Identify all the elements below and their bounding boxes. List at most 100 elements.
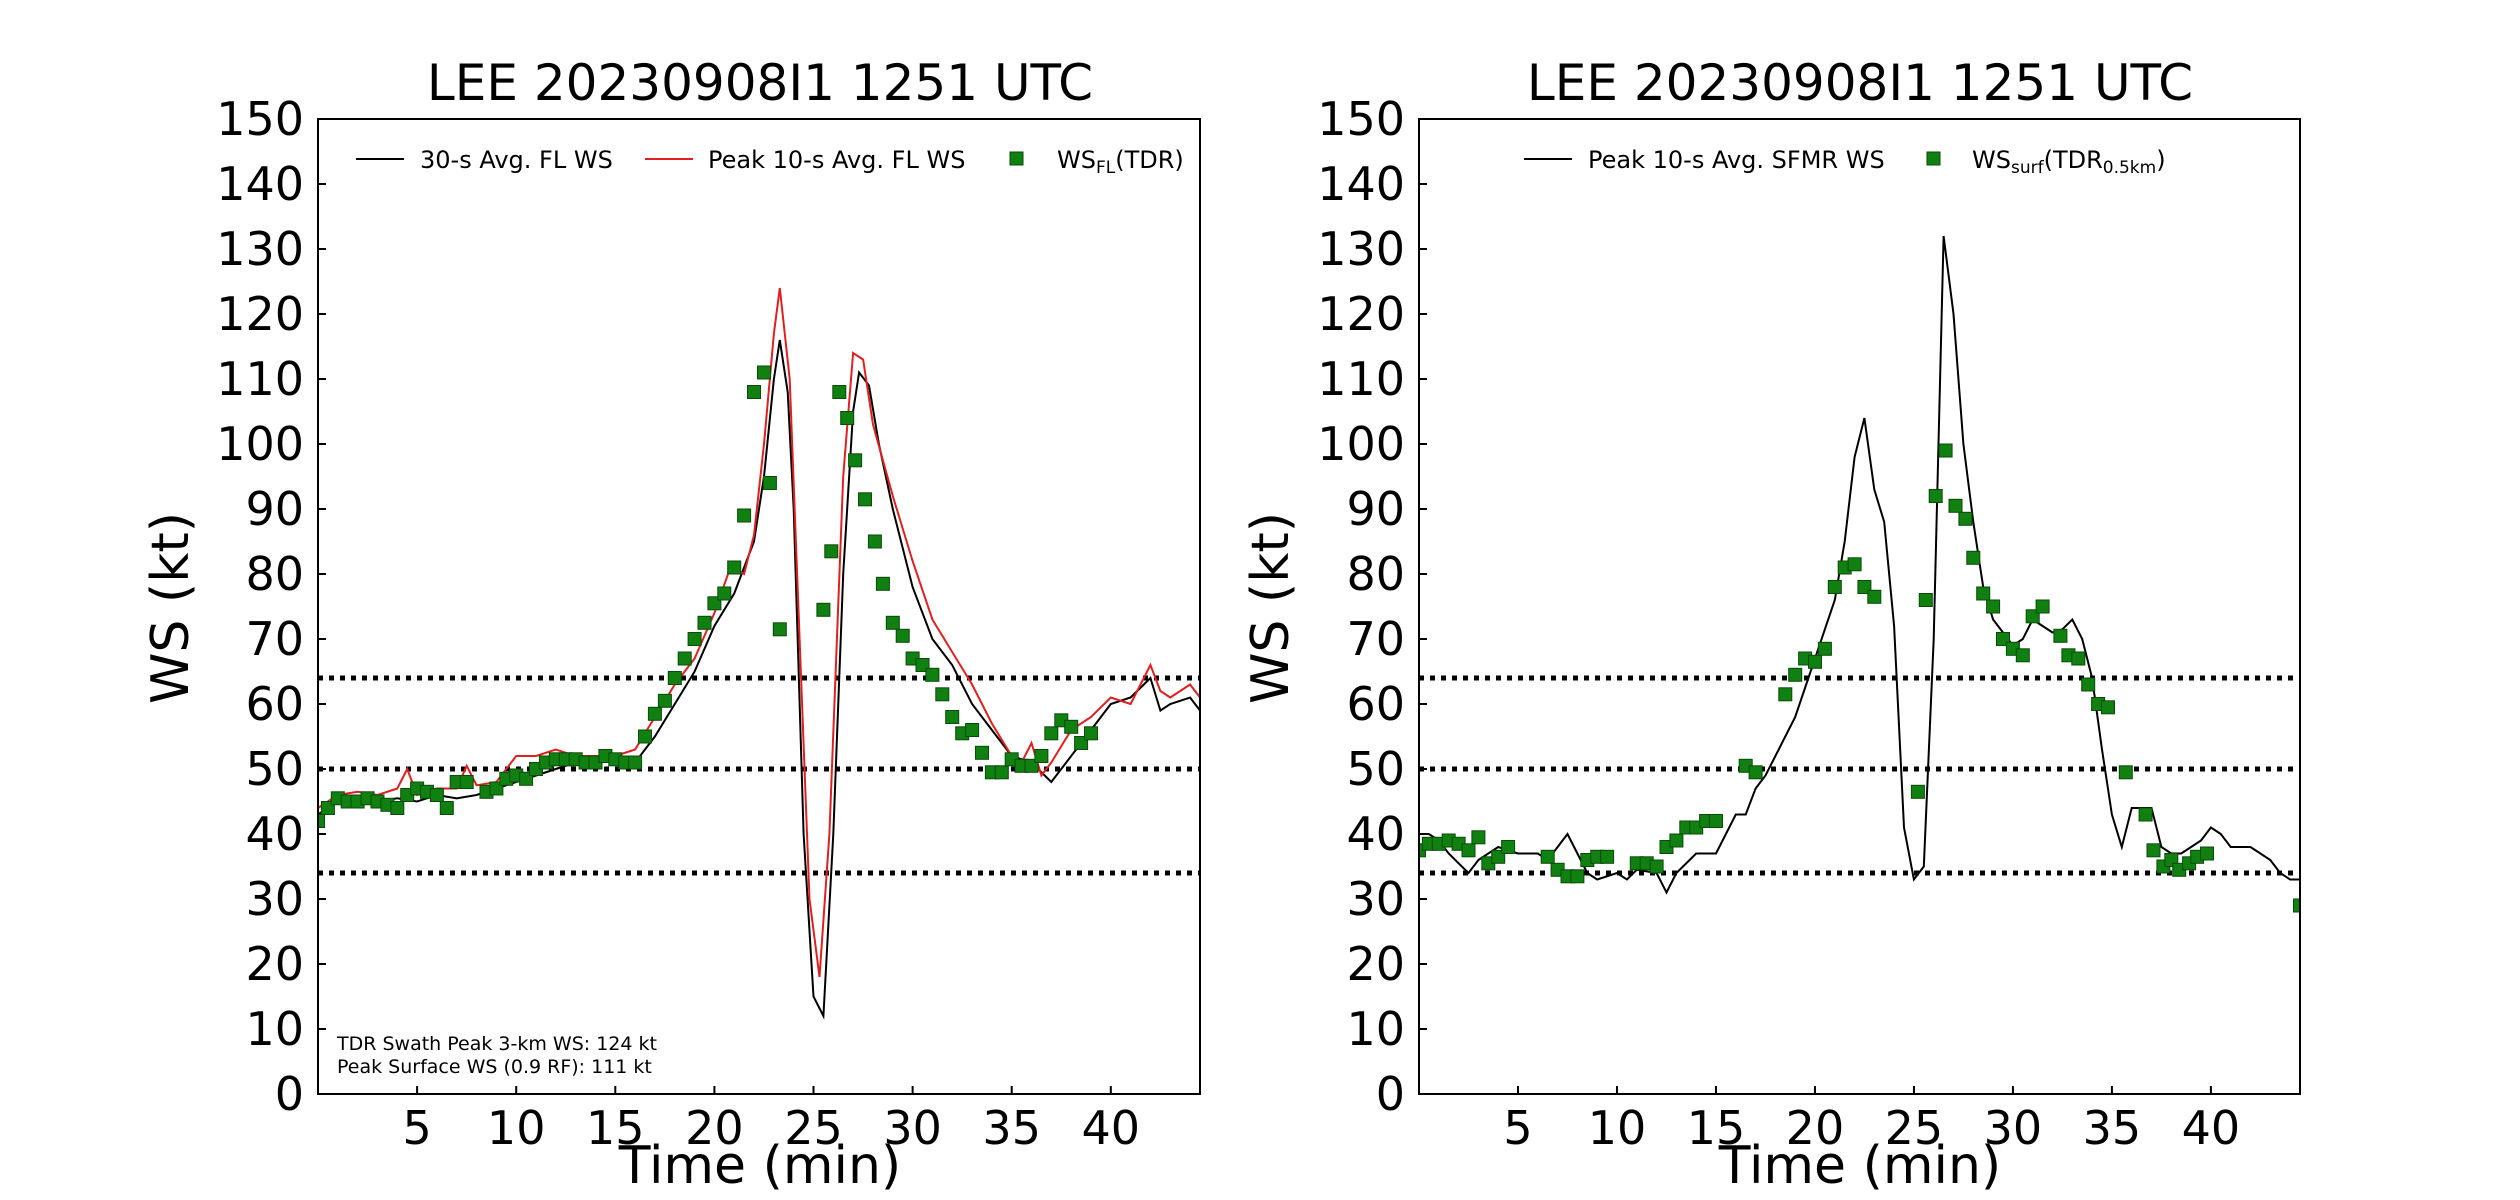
data-point-marker <box>1748 765 1763 780</box>
y-tick-label-70: 70 <box>245 612 304 666</box>
x-tick-label-5: 5 <box>402 1101 431 1155</box>
data-point-marker <box>2138 807 2153 822</box>
y-tick-label-150: 150 <box>216 92 304 146</box>
y-tick-label-150: 150 <box>1317 92 1405 146</box>
legend-label-ws-fl-tdr: WSFL(TDR) <box>1057 146 1184 178</box>
data-point-marker <box>816 602 831 617</box>
data-point-marker <box>895 628 910 643</box>
y-tick-label-140: 140 <box>216 157 304 211</box>
x-tick-label-15: 15 <box>1687 1101 1746 1155</box>
data-point-marker <box>657 693 672 708</box>
y-tick-label-100: 100 <box>216 417 304 471</box>
y-tick-label-30: 30 <box>1346 872 1405 926</box>
legend-label-ws-surf-tdr: WSsurf(TDR0.5km) <box>1972 146 2166 178</box>
data-point-marker <box>1471 830 1486 845</box>
legend-marker-swatch-ws-surf-tdr <box>1926 151 1941 166</box>
data-point-marker <box>1827 580 1842 594</box>
data-point-marker <box>867 534 882 549</box>
y-tick-label-20: 20 <box>245 937 304 991</box>
x-tick-label-25: 25 <box>784 1101 843 1155</box>
y-tick-label-90: 90 <box>245 482 304 536</box>
legend-text-close-paren: ) <box>2156 146 2165 174</box>
data-point-marker <box>2101 700 2115 715</box>
right-chart-y-axis-label: WS (kt) <box>1241 512 1301 704</box>
x-tick-label-40: 40 <box>2182 1101 2241 1155</box>
x-tick-label-5: 5 <box>1503 1101 1532 1155</box>
y-tick-label-70: 70 <box>1346 612 1405 666</box>
data-point-marker <box>459 775 474 789</box>
data-point-marker <box>945 710 960 724</box>
right-chart-title: LEE 20230908I1 1251 UTC <box>1527 54 2193 112</box>
data-point-marker <box>2118 765 2133 780</box>
data-point-marker <box>1461 843 1476 858</box>
data-point-marker <box>1986 599 2001 614</box>
data-point-marker <box>772 622 787 637</box>
data-point-marker <box>1600 849 1615 864</box>
legend-text-tdr: (TDR) <box>1115 146 1184 174</box>
legend-subscript-0-5km: 0.5km <box>2103 158 2156 178</box>
y-tick-label-100: 100 <box>1317 417 1405 471</box>
data-point-marker <box>757 365 771 380</box>
data-point-marker <box>762 476 777 490</box>
data-point-marker <box>747 385 761 399</box>
data-point-marker <box>429 788 444 802</box>
data-point-marker <box>1669 833 1684 848</box>
series-ws-surf-tdr-0-5km <box>1419 443 2300 913</box>
data-point-marker <box>925 667 940 682</box>
y-tick-label-130: 130 <box>216 222 304 276</box>
data-point-marker <box>1540 849 1555 864</box>
data-point-marker <box>697 615 712 630</box>
data-point-marker <box>2146 843 2161 858</box>
series-ws-fl-tdr <box>318 365 1098 828</box>
data-point-marker <box>1808 654 1822 669</box>
legend-label-30s-avg-fl-ws: 30-s Avg. FL WS <box>420 146 613 174</box>
data-point-marker <box>687 632 702 646</box>
y-tick-label-60: 60 <box>1346 677 1405 731</box>
data-point-marker <box>1709 814 1723 828</box>
data-point-marker <box>2053 628 2068 643</box>
data-point-marker <box>1928 489 1943 503</box>
data-point-marker <box>1976 586 1991 601</box>
data-point-marker <box>1948 498 1963 513</box>
x-tick-label-10: 10 <box>487 1101 546 1155</box>
left-chart-x-axis-label: Time (min) <box>618 1136 901 1196</box>
left-chart-annotation-peak-surface-ws: Peak Surface WS (0.9 RF): 111 kt <box>337 1056 652 1078</box>
data-point-marker <box>2200 846 2214 861</box>
data-point-marker <box>647 706 662 721</box>
data-point-marker <box>1034 749 1049 763</box>
y-tick-label-50: 50 <box>1346 742 1405 796</box>
y-tick-label-140: 140 <box>1317 157 1405 211</box>
legend-subscript-fl: FL <box>1096 158 1116 178</box>
right-chart-x-axis-label: Time (min) <box>1718 1136 2001 1196</box>
data-point-marker <box>1918 593 1933 607</box>
data-point-marker <box>638 729 652 744</box>
x-tick-label-35: 35 <box>982 1101 1041 1155</box>
data-point-marker <box>2071 651 2086 666</box>
data-point-marker <box>994 765 1009 780</box>
x-tick-label-15: 15 <box>586 1101 645 1155</box>
y-tick-label-40: 40 <box>245 807 304 861</box>
left-chart-plot-area: 0 10 20 30 40 50 60 70 80 90 100 110 120 130 140 150 5 10… <box>216 92 1200 1155</box>
data-point-marker <box>832 385 847 399</box>
y-tick-label-30: 30 <box>245 872 304 926</box>
data-point-marker <box>439 801 454 815</box>
data-point-marker <box>1847 557 1862 572</box>
y-tick-label-120: 120 <box>216 287 304 341</box>
data-point-marker <box>1778 687 1793 702</box>
data-point-marker <box>1570 869 1585 884</box>
data-point-marker <box>2293 898 2300 913</box>
left-chart-legend: 30-s Avg. FL WS Peak 10-s Avg. FL WS WSF… <box>356 146 1184 178</box>
data-point-marker <box>1966 550 1981 565</box>
data-point-marker <box>848 453 863 468</box>
y-tick-label-90: 90 <box>1346 482 1405 536</box>
data-point-marker <box>2081 677 2096 692</box>
legend-text-ws: WS <box>1972 146 2011 174</box>
y-tick-label-10: 10 <box>245 1002 304 1056</box>
x-tick-label-30: 30 <box>883 1101 942 1155</box>
left-chart-annotation-tdr-swath-peak: TDR Swath Peak 3-km WS: 124 kt <box>336 1033 657 1055</box>
x-tick-label-25: 25 <box>1885 1101 1944 1155</box>
data-point-marker <box>1044 726 1059 741</box>
data-point-marker <box>1867 589 1882 604</box>
data-point-marker <box>1788 667 1803 682</box>
